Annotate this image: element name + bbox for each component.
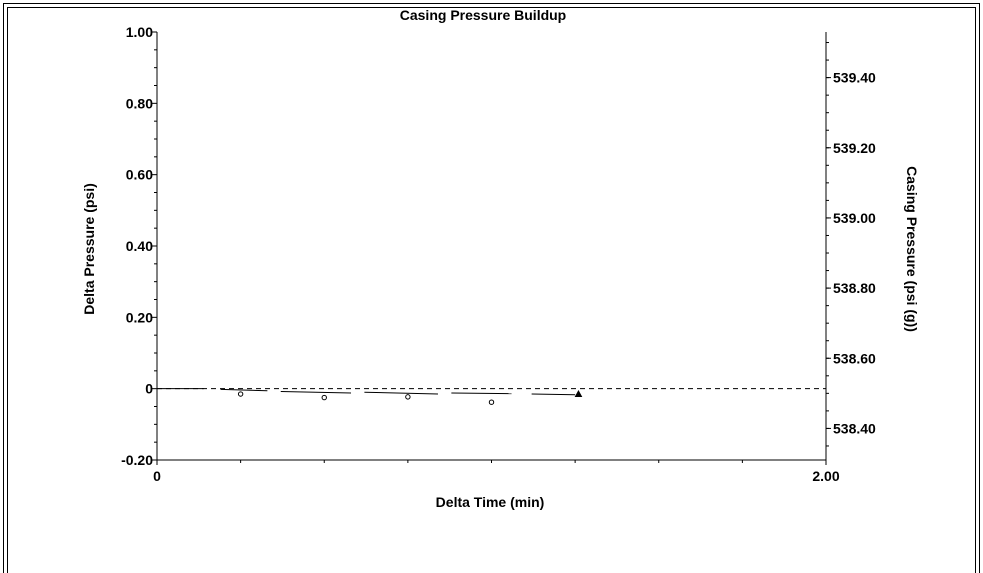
y-right-tick-label: 538.40: [833, 420, 876, 436]
data-point-triangle: [574, 389, 583, 398]
y-left-ticks: -0.20 0 0.20 0.40 0.60 0.80 1.00: [121, 24, 157, 468]
y-right-tick-label: 539.00: [833, 210, 876, 226]
y-right-axis-label: Casing Pressure (psi (g)): [904, 166, 920, 332]
data-segment: [364, 391, 438, 395]
data-segment: [220, 388, 268, 392]
y-right-tick-label: 538.60: [833, 350, 876, 366]
x-tick-label: 0: [153, 468, 161, 484]
outer-border: [3, 3, 980, 573]
data-point-circle: [321, 394, 327, 401]
y-left-tick-label: 0.40: [126, 238, 153, 254]
y-left-tick-label: 0.80: [126, 95, 153, 111]
y-left-tick-label: 1.00: [126, 24, 153, 40]
y-left-tick-label: -0.20: [121, 452, 153, 468]
data-point-circle: [488, 399, 495, 405]
data-segment: [451, 392, 512, 395]
chart-title: Casing Pressure Buildup: [400, 7, 566, 23]
data-point-circle: [237, 391, 244, 397]
data-segment: [280, 391, 352, 394]
y-right-tick-label: 539.40: [833, 70, 876, 86]
x-tick-label: 2.00: [812, 468, 839, 484]
x-ticks: 0 2.00: [153, 460, 840, 484]
y-left-tick-label: 0: [145, 381, 153, 397]
y-right-ticks: 538.40 538.60 538.80 539.00 539.20 539.40: [826, 42, 876, 447]
inner-border: [7, 7, 976, 573]
y-left-tick-label: 0.20: [126, 309, 153, 325]
y-right-tick-label: 539.20: [833, 140, 876, 156]
data-segment: [531, 393, 576, 396]
x-axis-label: Delta Time (min): [436, 494, 545, 510]
y-left-axis-label: Delta Pressure (psi): [81, 183, 97, 315]
y-left-tick-label: 0.60: [126, 167, 153, 183]
data-marks: [157, 388, 583, 405]
data-point-circle: [405, 394, 411, 400]
y-right-tick-label: 538.80: [833, 280, 876, 296]
